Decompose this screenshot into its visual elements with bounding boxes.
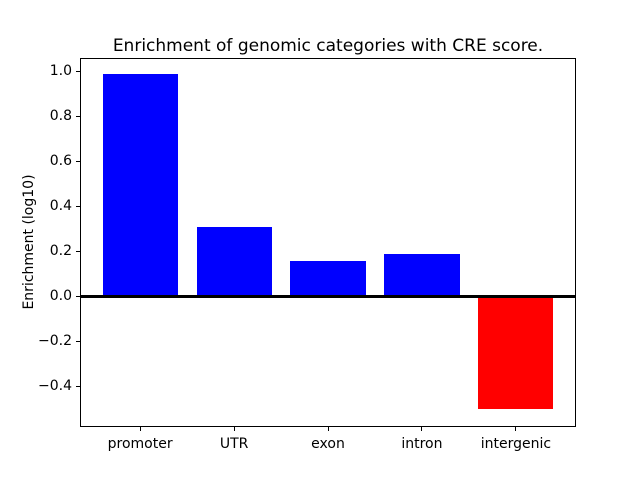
y-tick-mark [76,116,80,117]
bar-exon [290,260,366,297]
x-tick-label-intergenic: intergenic [480,436,552,452]
x-tick-mark [421,427,423,431]
y-tick-label: −0.4 [38,377,72,394]
y-tick-label: 0.0 [49,287,72,304]
bar-UTR [196,226,272,297]
x-tick-mark [327,427,329,431]
x-tick-mark [515,427,517,431]
y-tick-mark [76,296,80,297]
bar-intron [384,253,460,297]
x-tick-mark [233,427,235,431]
y-tick-mark [76,386,80,387]
y-tick-label: 1.0 [49,62,72,79]
x-tick-label-intron: intron [401,436,443,452]
chart-title: Enrichment of genomic categories with CR… [112,36,544,56]
y-tick-mark [76,161,80,162]
y-tick-label: −0.2 [38,332,72,349]
y-tick-mark [76,251,80,252]
x-tick-mark [139,427,141,431]
x-tick-label-exon: exon [311,436,345,452]
x-tick-label-promoter: promoter [107,436,173,452]
y-tick-mark [76,341,80,342]
zero-line [80,295,576,298]
y-tick-mark [76,71,80,72]
bar-promoter [102,73,178,297]
y-tick-mark [76,206,80,207]
x-tick-label-UTR: UTR [219,436,249,452]
y-tick-label: 0.4 [49,197,72,214]
y-tick-label: 0.8 [49,107,72,124]
y-tick-label: 0.2 [49,242,72,259]
y-tick-label: 0.6 [49,152,72,169]
bar-intergenic [478,296,554,409]
